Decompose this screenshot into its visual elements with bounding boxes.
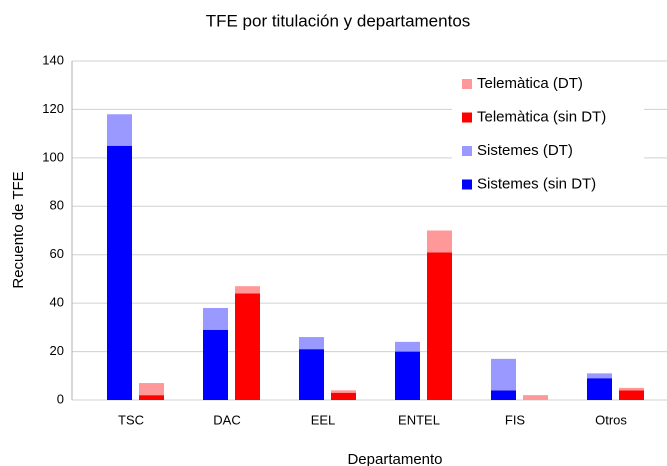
x-tick-label: Otros: [595, 412, 627, 427]
legend-swatch: [462, 146, 472, 156]
bar: [395, 341, 420, 352]
legend-label: Telemàtica (DT): [477, 75, 583, 92]
x-tick-label: DAC: [213, 412, 240, 427]
bar: [395, 351, 420, 400]
bar: [619, 390, 644, 400]
legend-box: [452, 66, 644, 202]
y-tick-label: 80: [50, 198, 64, 213]
chart-title: TFE por titulación y departamentos: [206, 11, 471, 30]
bar: [203, 307, 228, 330]
bar: [587, 373, 612, 379]
legend-label: Sistemes (DT): [477, 142, 573, 159]
legend-swatch: [462, 79, 472, 89]
y-tick-label: 60: [50, 246, 64, 261]
y-tick-label: 20: [50, 343, 64, 358]
bar: [299, 337, 324, 350]
x-axis-label: Departamento: [347, 451, 442, 466]
bar: [331, 392, 356, 400]
legend-swatch: [462, 112, 472, 123]
y-axis-label: Recuento de TFE: [10, 171, 27, 288]
x-tick-label: TSC: [118, 412, 144, 427]
bar: [203, 329, 228, 400]
bar: [427, 252, 452, 400]
bar: [235, 293, 260, 400]
x-tick-label: FIS: [505, 412, 526, 427]
bar: [107, 114, 132, 146]
bar: [331, 390, 356, 393]
legend-swatch: [462, 179, 472, 190]
bar: [523, 395, 548, 400]
y-tick-label: 40: [50, 295, 64, 310]
bar: [107, 145, 132, 400]
y-tick-label: 120: [42, 101, 64, 116]
x-tick-label: ENTEL: [398, 412, 440, 427]
legend-label: Sistemes (sin DT): [477, 175, 596, 192]
bar: [299, 349, 324, 400]
bar: [619, 387, 644, 391]
bar: [491, 390, 516, 400]
bar: [139, 383, 164, 396]
bar: [139, 395, 164, 400]
bar: [427, 230, 452, 253]
y-tick-label: 0: [57, 391, 64, 406]
bar: [491, 358, 516, 391]
x-tick-label: EEL: [311, 412, 336, 427]
y-tick-label: 140: [42, 52, 64, 67]
y-tick-label: 100: [42, 149, 64, 164]
legend-label: Telemàtica (sin DT): [477, 108, 606, 125]
bar: [235, 286, 260, 294]
bar: [587, 378, 612, 400]
